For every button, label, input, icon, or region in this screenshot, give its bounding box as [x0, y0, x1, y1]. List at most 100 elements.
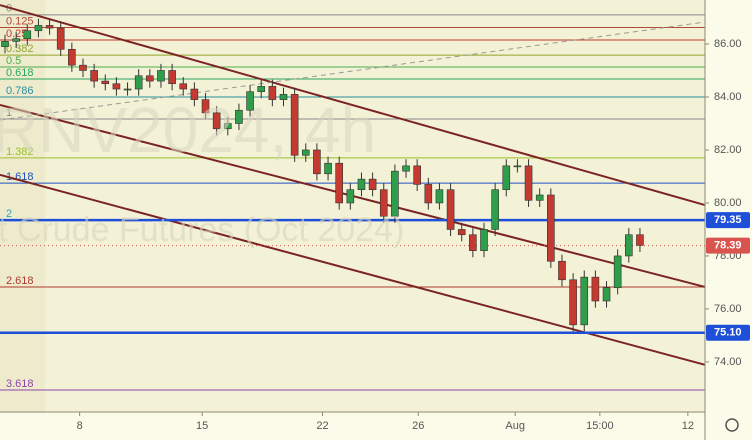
settings-icon[interactable] — [725, 418, 739, 432]
candle-body — [45, 25, 54, 29]
price-level-label: 75.10 — [714, 327, 742, 339]
candle-body — [591, 276, 600, 302]
candle-body — [457, 229, 466, 236]
x-tick-label: 8 — [77, 420, 83, 432]
candle-body — [101, 80, 110, 85]
candle-body — [235, 109, 243, 124]
fib-level-label: 0.125 — [6, 15, 34, 27]
x-tick-label: 15 — [196, 420, 208, 432]
candle-body — [391, 170, 399, 217]
candle-body — [636, 234, 644, 246]
candle-body — [168, 70, 176, 85]
fib-level-label: 1 — [6, 107, 12, 119]
candle-body — [1, 41, 9, 47]
candle-body — [435, 189, 444, 204]
candle-body — [56, 27, 65, 50]
candle-body — [602, 287, 611, 302]
fib-level-label: 2.618 — [6, 275, 34, 287]
candle-body — [268, 86, 277, 100]
trendline — [0, 21, 706, 121]
trendline — [0, 4, 706, 207]
candle-body — [480, 229, 488, 251]
candle-body — [190, 88, 199, 100]
candle-body — [502, 165, 511, 191]
candle-body — [212, 112, 221, 130]
x-tick-label: 15:00 — [586, 420, 614, 432]
price-level-box — [706, 324, 750, 341]
candle-body — [313, 149, 321, 175]
watermark-symbol: RNV2024, 4h — [0, 94, 376, 166]
candle-body — [134, 75, 143, 90]
bottom-axis-background — [0, 412, 705, 440]
candle-body — [469, 234, 477, 251]
candle-body — [368, 178, 377, 191]
price-level-box — [706, 212, 750, 229]
candle-body — [79, 64, 87, 71]
y-tick-label: 86.00 — [714, 38, 742, 50]
candle-body — [613, 255, 622, 289]
candle-body — [346, 189, 355, 204]
candle-body — [535, 194, 544, 201]
candle-body — [580, 276, 589, 326]
price-level-box — [706, 237, 750, 254]
candle-body — [146, 75, 154, 82]
candle-body — [12, 38, 20, 42]
candle-body — [357, 178, 366, 191]
candle-body — [446, 189, 455, 230]
candle-body — [23, 30, 32, 39]
candle-body — [112, 83, 121, 90]
candle-body — [413, 165, 421, 185]
candle-body — [558, 260, 566, 281]
candle-body — [335, 162, 343, 204]
candle-body — [569, 279, 577, 326]
candle-body — [625, 234, 633, 257]
fib-level-label: 1.618 — [6, 171, 34, 183]
y-tick-label: 84.00 — [714, 91, 742, 103]
y-tick-label: 82.00 — [714, 144, 742, 156]
y-tick-label: 80.00 — [714, 197, 742, 209]
candle-body — [513, 165, 522, 168]
candle-body — [246, 91, 254, 111]
candle-body — [257, 86, 266, 92]
fib-level-label: 0.786 — [6, 85, 34, 97]
candle-body — [68, 48, 76, 66]
price-level-label: 78.39 — [714, 240, 742, 252]
fib-level-label: 0.25 — [6, 28, 27, 40]
candle-body — [201, 99, 210, 114]
y-tick-label: 74.00 — [714, 356, 742, 368]
x-tick-label: 12 — [682, 420, 694, 432]
settings-icon-ring[interactable] — [725, 418, 739, 432]
candle-body — [34, 25, 43, 32]
x-tick-label: Aug — [505, 420, 525, 432]
fib-level-label: 0.618 — [6, 67, 34, 79]
candle-body — [157, 70, 165, 82]
candle-body — [123, 88, 132, 91]
plot-background — [0, 0, 705, 412]
candle-body — [379, 189, 388, 217]
candle-body — [279, 94, 288, 100]
fib-level-label: 1.382 — [6, 146, 34, 158]
candle-body — [90, 70, 98, 82]
candle-body — [324, 162, 332, 175]
plot-left-band — [0, 0, 45, 412]
fib-level-label: 0.382 — [6, 43, 34, 55]
fib-level-label: 0 — [6, 3, 12, 15]
candle-body — [424, 184, 433, 204]
fib-level-label: 3.618 — [6, 378, 34, 390]
candle-body — [223, 123, 232, 130]
candle-body — [179, 83, 188, 90]
candle-body — [547, 194, 555, 262]
candle-body — [301, 149, 310, 156]
candle-body — [491, 189, 499, 230]
y-tick-label: 76.00 — [714, 303, 742, 315]
candle-body — [290, 94, 299, 156]
price-level-label: 79.35 — [714, 214, 742, 226]
fib-level-label: 2 — [6, 208, 12, 220]
watermark-description: t Crude Futures (Oct 2024) — [0, 211, 404, 249]
candle-body — [524, 165, 533, 201]
x-tick-label: 22 — [316, 420, 328, 432]
x-tick-label: 26 — [412, 420, 424, 432]
candle-body — [402, 165, 410, 172]
